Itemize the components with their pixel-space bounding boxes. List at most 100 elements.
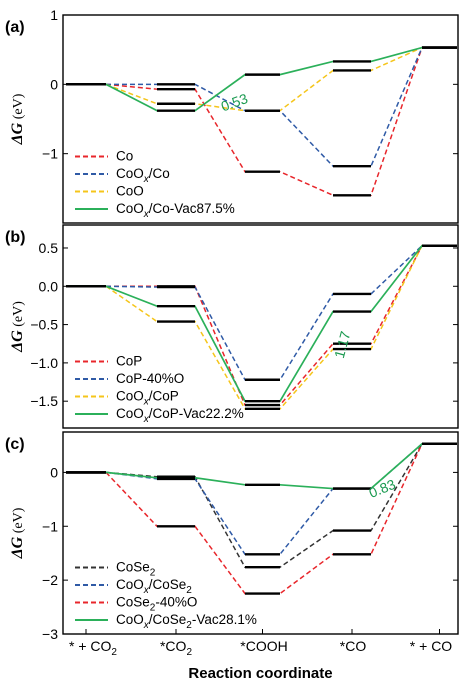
plot-frame bbox=[62, 431, 459, 635]
legend-label-part: CoO bbox=[116, 184, 144, 199]
legend-label-part: CoO bbox=[116, 389, 144, 404]
y-tick-label: −1 bbox=[42, 518, 58, 534]
y-tick-label: −1.5 bbox=[30, 393, 58, 409]
legend-label-part: CoSe bbox=[116, 560, 150, 575]
y-tick-label: −0.5 bbox=[30, 317, 58, 333]
x-axis-label: Reaction coordinate bbox=[188, 665, 332, 682]
legend-item: CoOx/CoP-Vac22.2% bbox=[75, 406, 244, 425]
legend-label-subscript: x bbox=[143, 397, 150, 408]
legend-label-part: Co bbox=[116, 149, 133, 164]
y-axis-label: ΔG (eV) bbox=[9, 93, 26, 145]
y-label-unit: (eV) bbox=[11, 507, 26, 536]
x-tick-label-text: * + CO bbox=[69, 638, 112, 654]
x-tick-label-subscript: 2 bbox=[186, 647, 192, 658]
barrier-annotation: 1.17 bbox=[331, 329, 354, 360]
series-coox-co-vac87-5- bbox=[66, 46, 457, 112]
legend-label-subscript: x bbox=[143, 585, 150, 596]
y-tick-label: 0.5 bbox=[39, 240, 59, 256]
series-line bbox=[66, 443, 457, 556]
x-tick-label: * + CO2 bbox=[69, 638, 117, 658]
legend-label-part: CoO bbox=[116, 201, 144, 216]
legend-item: CoP bbox=[75, 354, 142, 369]
legend-label-part: CoP bbox=[116, 354, 142, 369]
legend-label: CoOx/Co-Vac87.5% bbox=[116, 201, 235, 220]
legend-item: CoSe2 bbox=[75, 560, 156, 579]
series-line bbox=[66, 443, 457, 490]
y-tick-label: 0 bbox=[50, 76, 58, 92]
legend-item: CoOx/CoP bbox=[75, 389, 179, 408]
y-tick-label: −2 bbox=[42, 572, 58, 588]
series-line bbox=[66, 46, 457, 112]
panel-label: (c) bbox=[5, 436, 25, 453]
legend-label: CoOx/CoSe2-Vac28.1% bbox=[116, 612, 257, 631]
series-coo bbox=[66, 46, 457, 112]
y-label-text: ΔG bbox=[9, 536, 26, 559]
y-tick-label: −1.0 bbox=[30, 355, 58, 371]
y-axis-label: ΔG (eV) bbox=[9, 507, 26, 559]
legend-item: CoO bbox=[75, 184, 144, 199]
legend-label-part: CoO bbox=[116, 166, 144, 181]
legend-label: CoSe2 bbox=[116, 560, 156, 579]
y-tick-label: −3 bbox=[42, 626, 58, 642]
x-tick-label: * + CO bbox=[410, 638, 453, 654]
legend-label-part: /CoP-Vac22.2% bbox=[149, 406, 244, 421]
legend-label-subscript: x bbox=[143, 414, 150, 425]
legend-item: CoOx/Co-Vac87.5% bbox=[75, 201, 235, 220]
y-tick-label: 0.0 bbox=[39, 278, 59, 294]
y-axis-label: ΔG (eV) bbox=[9, 301, 26, 353]
x-tick-label-text: * + CO bbox=[410, 638, 453, 654]
series-line bbox=[66, 46, 457, 112]
legend-label-part: /CoSe bbox=[149, 577, 187, 592]
legend-label-part: /CoP bbox=[149, 389, 179, 404]
legend-label-subscript: x bbox=[143, 620, 150, 631]
panel-c: 0−1−2−3(c)ΔG (eV)0.83CoSe2CoOx/CoSe2CoSe… bbox=[5, 431, 459, 642]
y-label-text: ΔG bbox=[9, 122, 26, 145]
legend-label: Co bbox=[116, 149, 133, 164]
legend-label-part: -Vac28.1% bbox=[192, 612, 257, 627]
series-group bbox=[66, 244, 457, 411]
legend-label-part: CoP-40%O bbox=[116, 371, 184, 386]
barrier-annotation: 0.83 bbox=[366, 476, 397, 501]
legend: CoSe2CoOx/CoSe2CoSe2-40%OCoOx/CoSe2-Vac2… bbox=[75, 560, 257, 631]
series-group bbox=[66, 442, 457, 595]
legend-label-part: CoO bbox=[116, 577, 144, 592]
legend-label: CoP-40%O bbox=[116, 371, 184, 386]
legend-label-part: /Co bbox=[149, 166, 170, 181]
legend-label-part: /Co-Vac87.5% bbox=[149, 201, 235, 216]
x-tick-label: *COOH bbox=[240, 638, 287, 654]
legend-label: CoO bbox=[116, 184, 144, 199]
panel-label: (a) bbox=[5, 19, 25, 36]
legend-label: CoSe2-40%O bbox=[116, 595, 197, 614]
x-tick-label-text: *CO bbox=[340, 638, 367, 654]
legend-label-subscript: 2 bbox=[186, 585, 192, 596]
series-coox-cose2 bbox=[66, 442, 457, 556]
legend-label-subscript: x bbox=[143, 174, 150, 185]
legend-label-part: CoO bbox=[116, 406, 144, 421]
y-label-unit: (eV) bbox=[11, 301, 26, 330]
x-tick-label-text: *CO bbox=[160, 638, 187, 654]
y-label-unit: (eV) bbox=[11, 93, 26, 122]
series-coox-cop-vac22-2- bbox=[66, 244, 457, 403]
legend-label-subscript: 2 bbox=[150, 568, 156, 579]
series-group bbox=[66, 46, 457, 197]
series-line bbox=[66, 443, 457, 568]
plot-frame bbox=[62, 14, 459, 224]
legend-label-part: CoSe bbox=[116, 595, 150, 610]
legend-label: CoP bbox=[116, 354, 142, 369]
panel-b: 0.5 0.0 −0.5 −1.0 −1.5 (b) ΔG (eV) 1.17 CoP CoP-4… bbox=[5, 224, 459, 429]
y-tick-label: −1 bbox=[42, 146, 58, 162]
x-tick-label: *CO bbox=[340, 638, 367, 654]
x-axis: * + CO2 *CO2 *COOH *CO * + CO bbox=[69, 629, 452, 658]
panels-layer: 10−1(a)ΔG (eV) 0.53CoCoOx/CoCoOCoOx/Co-Va… bbox=[5, 7, 459, 642]
legend-item: CoOx/Co bbox=[75, 166, 170, 185]
legend-item: CoSe2-40%O bbox=[75, 595, 197, 614]
legend-label: CoOx/Co bbox=[116, 166, 170, 185]
legend-label: CoOx/CoSe2 bbox=[116, 577, 192, 596]
legend-label: CoOx/CoP bbox=[116, 389, 179, 408]
panel-label: (b) bbox=[5, 229, 25, 246]
x-tick-label: *CO2 bbox=[160, 638, 192, 658]
legend-label-part: /CoSe bbox=[149, 612, 187, 627]
